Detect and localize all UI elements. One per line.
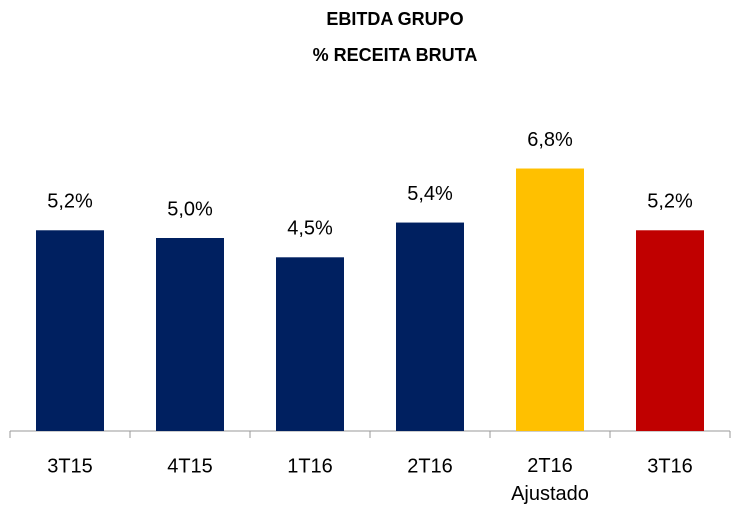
bar bbox=[156, 238, 224, 431]
x-tick-label-line: Ajustado bbox=[511, 483, 589, 505]
bar bbox=[636, 230, 704, 431]
chart-subtitle: % RECEITA BRUTA bbox=[313, 45, 478, 65]
value-label: 4,5% bbox=[287, 218, 333, 240]
x-tick-label: 2T16 bbox=[407, 455, 453, 477]
x-tick-label: 3T16 bbox=[647, 455, 693, 477]
x-tick-label: 4T15 bbox=[167, 455, 213, 477]
x-tick-label-line: 2T16 bbox=[527, 455, 573, 477]
value-label: 5,2% bbox=[47, 191, 93, 213]
x-tick-label: 3T15 bbox=[47, 455, 93, 477]
bar bbox=[396, 222, 464, 431]
chart-title: EBITDA GRUPO bbox=[326, 9, 463, 29]
x-tick-label: 1T16 bbox=[287, 455, 333, 477]
x-tick-label: 2T16 Ajustado bbox=[511, 455, 589, 505]
value-label: 5,0% bbox=[167, 198, 213, 220]
value-label: 5,2% bbox=[647, 191, 693, 213]
bar bbox=[36, 230, 104, 431]
value-label: 6,8% bbox=[527, 129, 573, 151]
bar bbox=[516, 168, 584, 431]
value-label: 5,4% bbox=[407, 183, 453, 205]
bar bbox=[276, 257, 344, 431]
